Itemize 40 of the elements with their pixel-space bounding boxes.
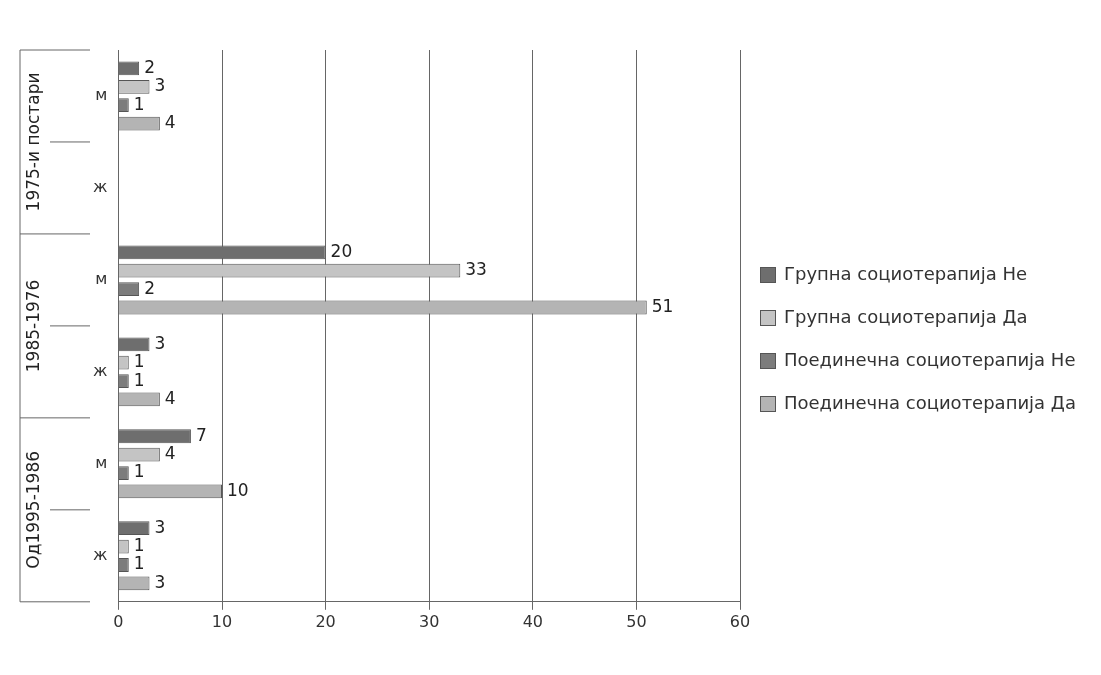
x-tick-label: 20 [315, 611, 336, 631]
x-tick-label: 30 [419, 611, 440, 631]
data-label: 4 [164, 387, 176, 408]
text: 1985-1976 [23, 279, 44, 373]
y-tick-label: ж [92, 544, 108, 564]
data-label: 3 [154, 332, 166, 353]
data-label: 7 [195, 424, 207, 445]
y-tick-label: ж [92, 177, 108, 197]
legend-label: Групна социотерапија Не [784, 262, 1028, 284]
data-label: 1 [133, 351, 145, 372]
data-label: 3 [154, 516, 166, 537]
y-tick-label: ж [92, 361, 108, 381]
data-label: 2 [144, 56, 155, 77]
y-tick-label: м [95, 453, 108, 473]
x-tick-label: 0 [113, 611, 124, 631]
data-label: 1 [133, 535, 145, 556]
y-tick-label: м [95, 85, 108, 105]
data-label: 10 [227, 479, 249, 500]
y-tick-label: м [95, 269, 108, 289]
data-label: 4 [164, 112, 176, 132]
legend-label: Групна социотерапија Да [784, 305, 1028, 327]
data-label: 1 [133, 369, 145, 390]
x-tick-label: 40 [522, 611, 543, 631]
data-label: 1 [133, 93, 145, 114]
data-label: 2 [144, 277, 155, 298]
legend-label: Поединечна социотерапија Не [784, 348, 1076, 370]
data-label: 4 [164, 443, 176, 464]
data-label: 51 [651, 295, 674, 316]
text: Од1995-1986 [23, 450, 44, 569]
data-label: 3 [154, 571, 166, 592]
x-tick-label: 60 [729, 611, 751, 631]
data-label: 1 [133, 461, 145, 482]
data-label: 3 [154, 75, 166, 96]
text: 1975-и постари [23, 72, 44, 212]
x-tick-label: 50 [626, 611, 647, 631]
data-label: 1 [133, 553, 145, 574]
legend-label: Поединечна социотерапија Да [784, 391, 1076, 413]
x-tick-label: 10 [211, 611, 233, 631]
data-label: 20 [330, 240, 353, 261]
data-label: 33 [465, 259, 487, 280]
